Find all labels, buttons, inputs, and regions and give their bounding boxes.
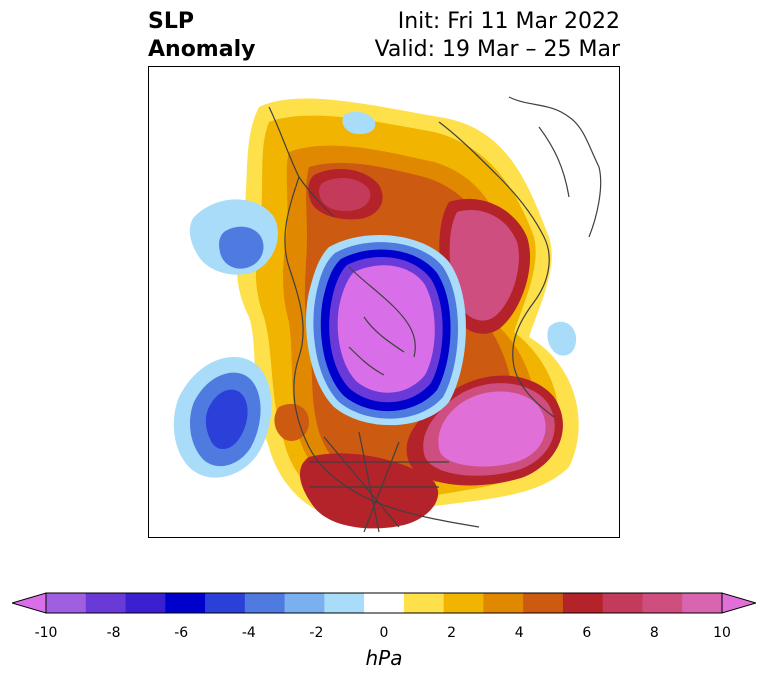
colorbar-cell [562, 593, 604, 613]
high-siberia-2 [449, 210, 519, 321]
colorbar-cell [403, 593, 445, 613]
colorbar-tick-label: -6 [174, 625, 189, 641]
colorbar-cell [483, 593, 524, 613]
colorbar-tick-label: -10 [34, 625, 58, 641]
map-dates: Init: Fri 11 Mar 2022 Valid: 19 Mar – 25… [375, 8, 620, 64]
colorbar-cell [244, 593, 286, 613]
colorbar-tick-label: 10 [713, 625, 731, 641]
colorbar [12, 592, 756, 614]
colorbar-cell [205, 593, 246, 613]
map-title: SLP Anomaly [148, 8, 255, 64]
low-north-pacific-core [205, 389, 248, 450]
colorbar-cell [682, 593, 723, 613]
low-arctic-core [337, 265, 435, 393]
negative-anomaly-fields [173, 111, 577, 478]
title-variable: SLP [148, 9, 194, 34]
valid-date-range: Valid: 19 Mar – 25 Mar [374, 37, 620, 62]
colorbar-extend-low [12, 592, 47, 614]
colorbar-cell [85, 593, 127, 613]
colorbar-tick-label: 0 [379, 625, 389, 641]
colorbar-tick-label: 4 [514, 625, 524, 641]
low-greenland-small [342, 111, 376, 135]
colorbar-tick-label: -8 [106, 625, 121, 641]
high-pacific-core [438, 391, 546, 467]
colorbar-cell [523, 593, 564, 613]
colorbar-cells [12, 592, 756, 614]
colorbar-cell [602, 593, 643, 613]
colorbar-units: hPa [365, 646, 403, 670]
colorbar-cell [125, 593, 166, 613]
anomaly-map [173, 96, 602, 533]
map-panel [148, 66, 620, 538]
init-date: Init: Fri 11 Mar 2022 [397, 9, 620, 34]
colorbar-cell [165, 593, 206, 613]
colorbar-cell [46, 593, 87, 613]
low-north-atlantic-2 [219, 226, 264, 269]
colorbar-cell [324, 593, 365, 613]
coastlines [268, 96, 602, 533]
colorbar-cell [443, 593, 484, 613]
title-field: Anomaly [148, 37, 256, 62]
colorbar-tick-label: -4 [241, 625, 256, 641]
low-north-pacific-east [547, 321, 577, 356]
colorbar-tick-label: 2 [447, 625, 457, 641]
colorbar-cell [284, 593, 325, 613]
colorbar-extend-high [721, 592, 756, 614]
colorbar-tick-label: 8 [649, 625, 659, 641]
colorbar-tick-label: -2 [309, 625, 324, 641]
high-north-atlantic-core [319, 177, 371, 212]
colorbar-tick-label: 6 [582, 625, 592, 641]
colorbar-cell [364, 593, 405, 613]
colorbar-frame [45, 592, 723, 614]
high-west-atlantic [274, 403, 309, 442]
colorbar-cell [642, 593, 683, 613]
